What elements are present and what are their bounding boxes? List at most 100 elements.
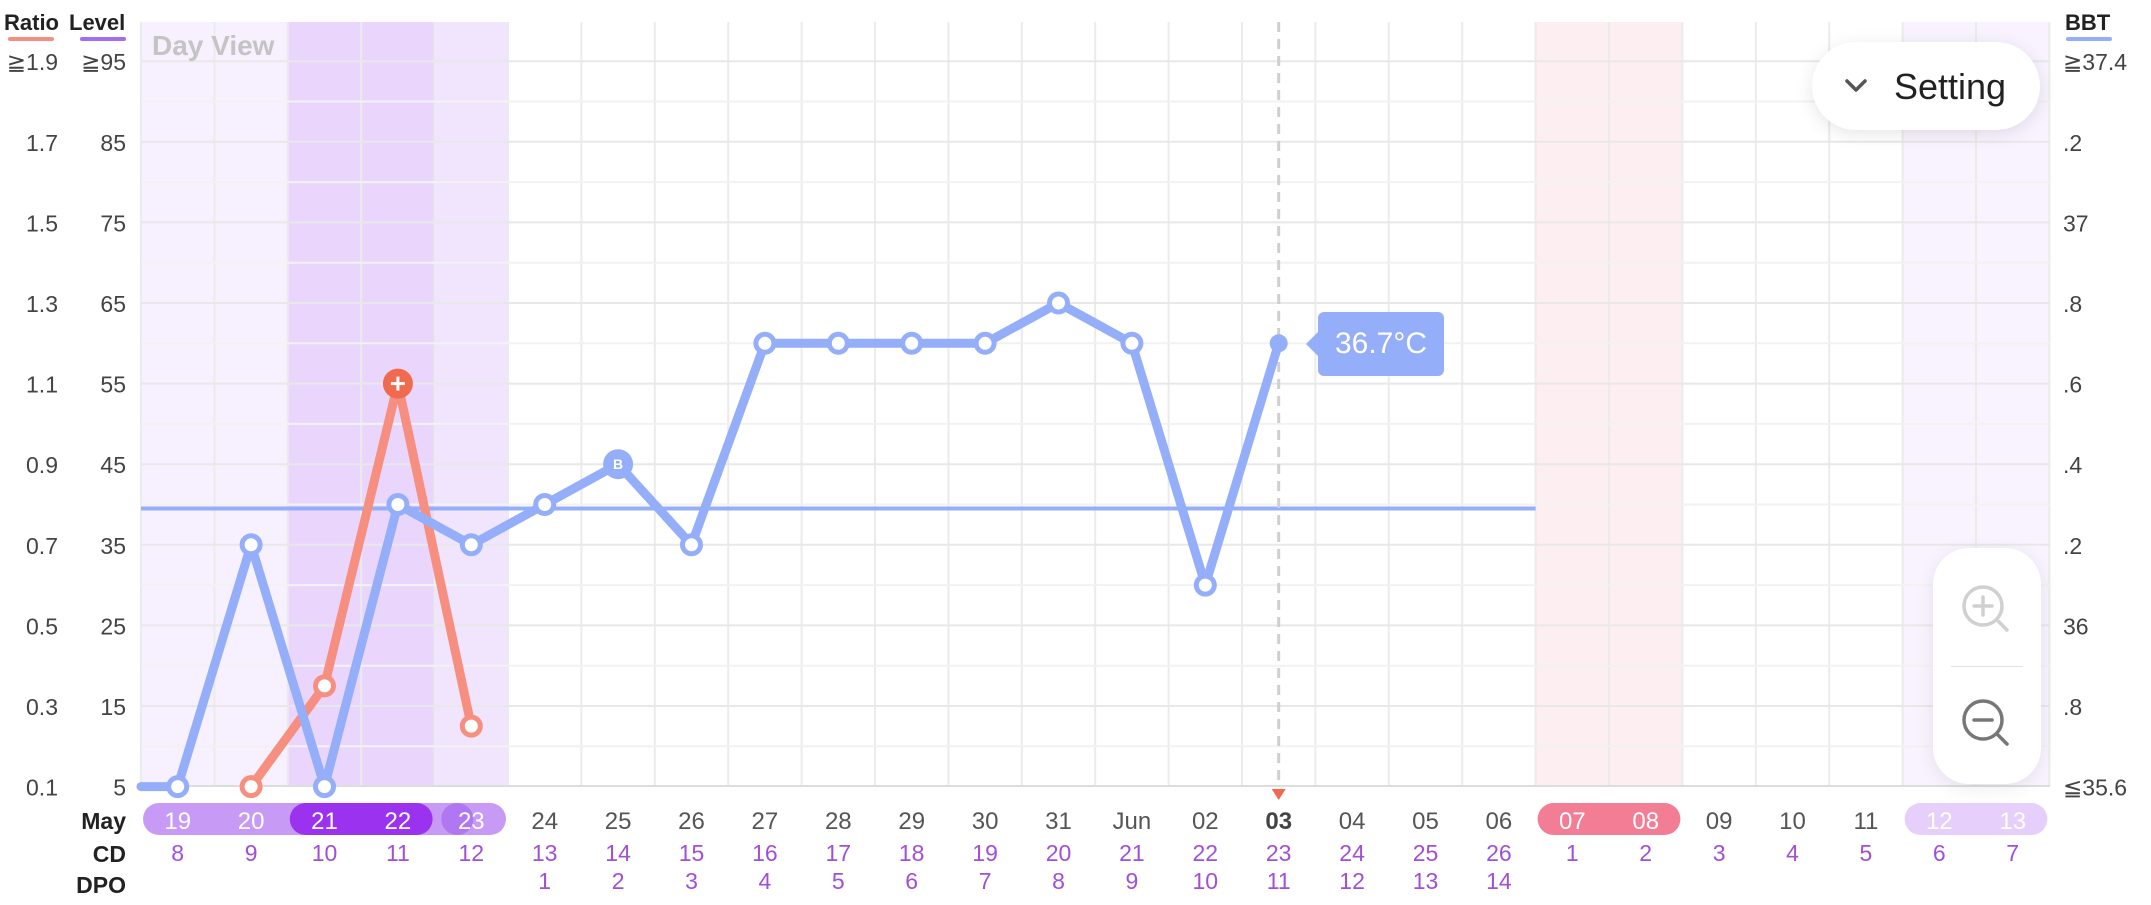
bbt-tick: ≦35.6 xyxy=(2063,775,2127,801)
date-label: 27 xyxy=(752,808,779,835)
dpo-label: 11 xyxy=(1267,868,1291,894)
dpo-label: 2 xyxy=(612,868,625,894)
date-label: 24 xyxy=(531,808,558,835)
dpo-label: 3 xyxy=(685,868,698,894)
date-label: 26 xyxy=(678,808,705,835)
bbt-point xyxy=(826,331,850,355)
level-tick: 55 xyxy=(100,372,126,398)
bbt-tick: ≧37.4 xyxy=(2063,49,2127,75)
date-label: 08 xyxy=(1632,808,1659,835)
level-tick: 45 xyxy=(100,452,126,478)
chevron-down-icon xyxy=(1842,72,1870,105)
ratio-tick: 1.1 xyxy=(26,372,58,398)
date-label: 19 xyxy=(164,808,191,835)
fertile-pill-end xyxy=(441,803,474,835)
day-view-label: Day View xyxy=(152,30,275,61)
zoom-in-icon[interactable] xyxy=(1957,580,2017,640)
bbt-tick: .6 xyxy=(2063,372,2082,398)
fertile-band xyxy=(434,22,508,786)
bbt-tick: .8 xyxy=(2063,291,2082,317)
level-tick: 25 xyxy=(100,613,126,639)
date-rows: MayCDDPO19820921102211231224131251422615… xyxy=(76,803,2048,898)
cd-label: 9 xyxy=(245,840,258,866)
date-label: 07 xyxy=(1559,808,1586,835)
bbt-point xyxy=(680,533,703,557)
bbt-point xyxy=(239,533,263,557)
bbt-point xyxy=(386,493,410,516)
level-tick: 85 xyxy=(100,130,126,156)
level-legend-swatch xyxy=(80,37,126,41)
ratio-tick: 0.5 xyxy=(26,613,58,639)
zoom-out-icon[interactable] xyxy=(1957,694,2017,754)
date-label: 25 xyxy=(605,808,632,835)
cd-row-label: CD xyxy=(93,841,126,867)
ratio-point xyxy=(239,775,263,799)
ratio-tick: 0.7 xyxy=(26,533,58,559)
ratio-tick: 1.3 xyxy=(26,291,58,317)
cd-label: 18 xyxy=(899,840,925,866)
cd-label: 19 xyxy=(972,840,998,866)
date-label: 20 xyxy=(238,808,265,835)
cd-label: 15 xyxy=(679,840,705,866)
cd-label: 24 xyxy=(1339,840,1365,866)
bbt-tick: .4 xyxy=(2063,452,2082,478)
cd-label: 13 xyxy=(532,840,558,866)
date-label: 21 xyxy=(311,808,338,835)
bbt-axis-title: BBT xyxy=(2065,10,2111,35)
cd-label: 5 xyxy=(1860,840,1873,866)
fertile-band xyxy=(141,22,215,786)
date-label: 31 xyxy=(1045,808,1072,835)
date-label: 02 xyxy=(1192,808,1219,835)
setting-label: Setting xyxy=(1894,66,2007,107)
fertile-pill xyxy=(1904,803,2048,835)
bbt-point xyxy=(459,533,483,557)
cd-label: 10 xyxy=(312,840,338,866)
peak-pill xyxy=(289,803,433,835)
cd-label: 4 xyxy=(1786,840,1799,866)
ratio-line xyxy=(246,379,476,792)
cd-label: 17 xyxy=(826,840,852,866)
bbt-legend-swatch xyxy=(2066,37,2112,41)
period-band xyxy=(1535,22,1609,786)
cd-label: 11 xyxy=(386,840,410,866)
date-label: 11 xyxy=(1853,808,1878,835)
setting-button[interactable]: Setting xyxy=(1812,42,2040,130)
level-tick: 65 xyxy=(100,291,126,317)
ratio-tick: 0.9 xyxy=(26,452,58,478)
cd-label: 25 xyxy=(1413,840,1439,866)
period-pill xyxy=(1537,803,1681,835)
dpo-label: 5 xyxy=(832,868,845,894)
dpo-label: 10 xyxy=(1193,868,1219,894)
level-tick: 75 xyxy=(100,210,126,236)
bbt-tick: .2 xyxy=(2063,533,2082,559)
level-tick: 15 xyxy=(100,694,126,720)
zoom-panel xyxy=(1933,548,2041,784)
bbt-tick: .8 xyxy=(2063,694,2082,720)
bbt-point xyxy=(753,331,777,355)
level-tick: 35 xyxy=(100,533,126,559)
dpo-label: 8 xyxy=(1052,868,1065,894)
dpo-row-label: DPO xyxy=(76,872,126,898)
bbt-point xyxy=(603,449,634,480)
month-label: May xyxy=(81,808,126,834)
bbt-tick: .2 xyxy=(2063,130,2082,156)
bbt-point xyxy=(1120,331,1144,355)
date-label: 09 xyxy=(1706,808,1733,835)
today-marker xyxy=(1271,789,1286,800)
date-label: 03 xyxy=(1265,808,1292,835)
date-label: 30 xyxy=(972,808,999,835)
date-label: 04 xyxy=(1339,808,1366,835)
dpo-label: 14 xyxy=(1486,868,1512,894)
bbt-point xyxy=(900,331,924,355)
date-label: 23 xyxy=(458,808,485,835)
cd-label: 16 xyxy=(752,840,778,866)
cd-label: 22 xyxy=(1193,840,1219,866)
bbt-point xyxy=(1193,573,1217,597)
ratio-tick: ≧1.9 xyxy=(7,49,58,75)
bbt-marker-label: B xyxy=(613,456,623,472)
date-label: Jun xyxy=(1113,808,1152,835)
date-label: 10 xyxy=(1779,808,1806,835)
level-tick: 5 xyxy=(113,775,126,801)
fertile-band xyxy=(214,22,288,786)
ratio-tick: 1.5 xyxy=(26,210,58,236)
